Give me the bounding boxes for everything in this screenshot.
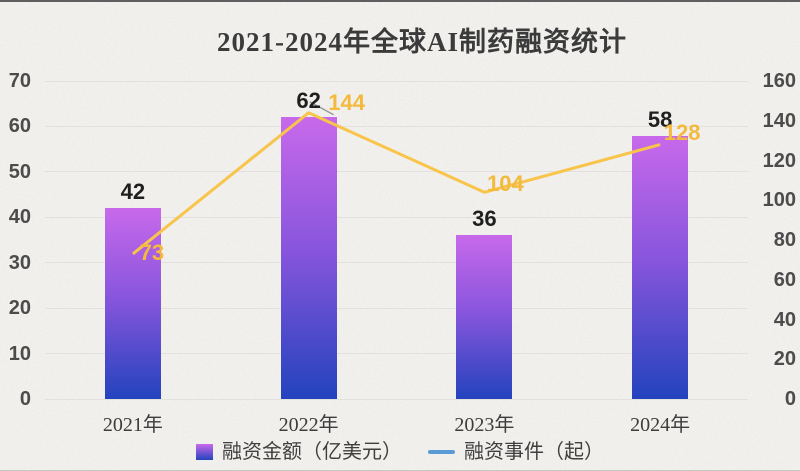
line-value-label: 104 — [487, 171, 524, 197]
right-axis-tick-label: 100 — [762, 189, 796, 212]
left-axis-tick-label: 20 — [8, 297, 31, 320]
left-axis-tick-label: 50 — [8, 160, 31, 183]
chart-title: 2021-2024年全球AI制药融资统计 — [217, 27, 627, 57]
bar-2023年 — [456, 235, 513, 399]
line-series-marker — [428, 450, 455, 454]
chart-legend: 融资金额（亿美元） 融资事件（起） — [0, 440, 800, 464]
left-axis-tick-label: 10 — [8, 342, 31, 365]
left-axis-tick-label: 30 — [8, 251, 31, 274]
line-value-label: 128 — [663, 119, 701, 145]
legend-item-funding-amount: 融资金额（亿美元） — [196, 440, 402, 464]
legend-label-funding-events: 融资事件（起） — [464, 441, 604, 463]
left-axis-tick-label: 60 — [8, 115, 31, 138]
left-axis-tick-label: 40 — [8, 206, 31, 229]
funding-events-line — [131, 111, 661, 256]
right-axis-tick-label: 40 — [773, 308, 796, 331]
line-value-label: 144 — [328, 89, 365, 115]
x-axis-label-2024年: 2024年 — [630, 414, 691, 436]
top-edge-line — [0, 0, 800, 2]
legend-label-funding-amount: 融资金额（亿美元） — [222, 441, 402, 463]
bar-value-label: 42 — [120, 179, 146, 205]
right-axis-tick-label: 140 — [762, 109, 796, 132]
bar-2024年 — [632, 135, 689, 399]
right-axis-tick-label: 120 — [762, 149, 796, 172]
bar-2021年 — [104, 208, 161, 399]
line-value-label: 73 — [139, 239, 165, 265]
x-axis-label-2022年: 2022年 — [278, 414, 339, 436]
legend-item-funding-events: 融资事件（起） — [428, 440, 604, 464]
right-axis-tick-label: 60 — [773, 268, 796, 291]
x-axis-label-2023年: 2023年 — [454, 414, 515, 436]
bar-value-label: 36 — [472, 206, 497, 232]
left-axis-tick-label: 0 — [19, 388, 31, 410]
x-axis-label-2021年: 2021年 — [102, 414, 163, 436]
right-axis-tick-label: 20 — [773, 348, 796, 371]
right-axis-tick-label: 160 — [762, 70, 796, 92]
right-axis-tick-label: 0 — [784, 388, 796, 410]
left-axis-tick-label: 70 — [8, 70, 31, 92]
bar-series-swatch — [196, 444, 213, 460]
right-axis-tick-label: 80 — [773, 229, 796, 251]
gridline — [45, 80, 748, 82]
bar-2022年 — [280, 117, 337, 399]
